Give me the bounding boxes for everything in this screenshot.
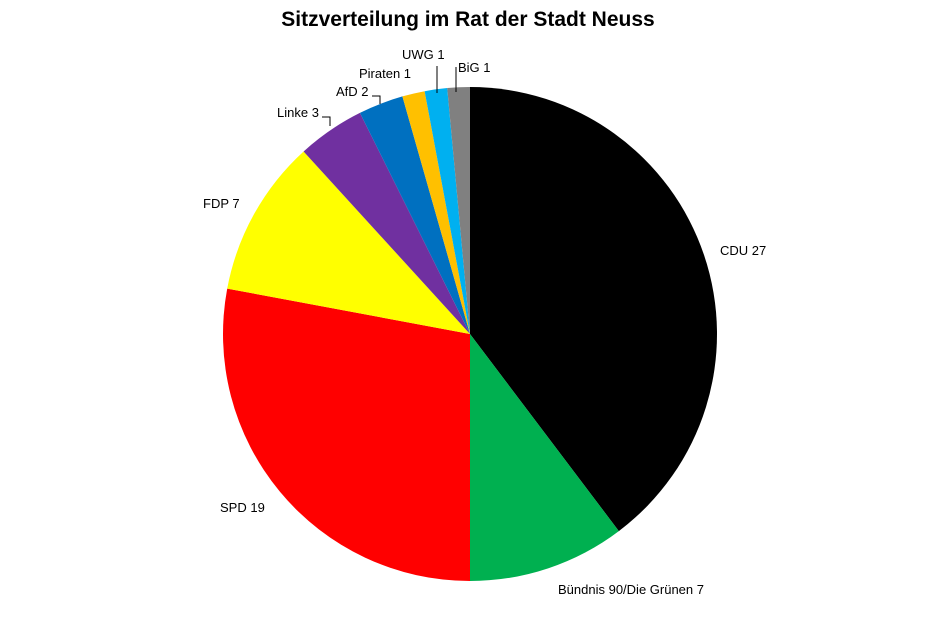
slice-label-fdp: FDP 7 — [203, 196, 240, 211]
pie-slice-b-ndnis-90-die-gr-nen — [470, 334, 619, 581]
slice-label-piraten: Piraten 1 — [359, 66, 411, 81]
pie-slice-linke — [303, 112, 470, 334]
pie-slice-fdp — [227, 151, 470, 334]
pie-slice-afd — [359, 96, 470, 334]
leader-line-afd — [372, 95, 381, 104]
pie-slice-spd — [222, 288, 470, 581]
slice-label-spd: SPD 19 — [220, 500, 265, 515]
pie-slice-big — [447, 87, 470, 334]
slice-label-b-ndnis-90-die-gr-nen: Bündnis 90/Die Grünen 7 — [558, 582, 704, 597]
slice-label-afd: AfD 2 — [336, 84, 369, 99]
leader-line-linke — [322, 116, 331, 126]
slice-label-linke: Linke 3 — [277, 105, 319, 120]
leader-lines — [322, 66, 457, 126]
chart-title: Sitzverteilung im Rat der Stadt Neuss — [281, 8, 655, 31]
pie-slice-piraten — [402, 91, 470, 334]
pie-slices — [222, 87, 718, 581]
pie-slice-uwg — [424, 88, 470, 335]
slice-label-uwg: UWG 1 — [402, 47, 445, 62]
slice-label-big: BiG 1 — [458, 60, 491, 75]
pie-slice-cdu — [470, 87, 718, 532]
slice-labels: CDU 27 Bündnis 90/Die Grünen 7 SPD 19 FDP 7… — [203, 47, 766, 597]
slice-label-cdu: CDU 27 — [720, 243, 766, 258]
